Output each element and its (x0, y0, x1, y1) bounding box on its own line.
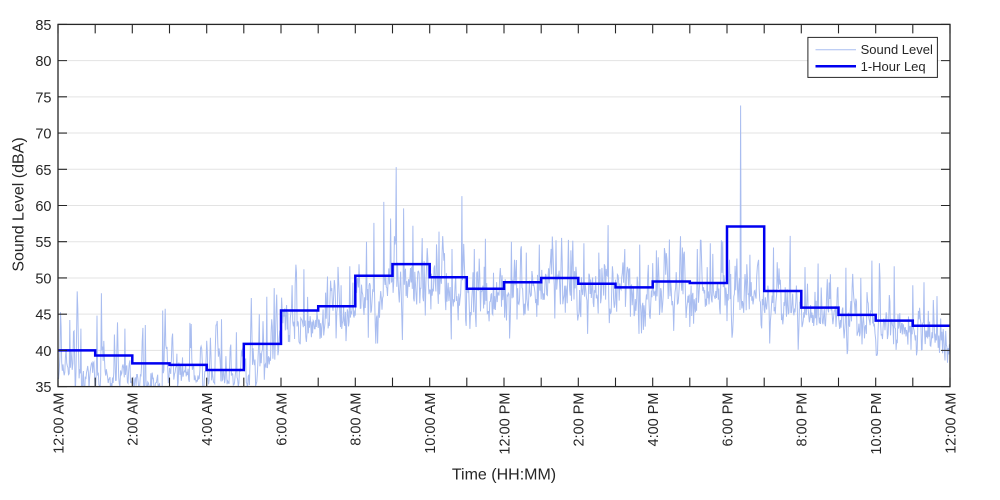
svg-text:10:00 AM: 10:00 AM (423, 393, 439, 454)
svg-text:12:00 PM: 12:00 PM (497, 393, 513, 455)
svg-text:2:00 PM: 2:00 PM (572, 393, 588, 447)
svg-text:4:00 AM: 4:00 AM (200, 393, 216, 446)
svg-text:Sound Level: Sound Level (861, 42, 933, 57)
svg-text:2:00 AM: 2:00 AM (126, 393, 142, 446)
svg-text:35: 35 (35, 380, 51, 396)
svg-text:4:00 PM: 4:00 PM (646, 393, 662, 447)
svg-text:6:00 AM: 6:00 AM (274, 393, 290, 446)
svg-text:Time (HH:MM): Time (HH:MM) (452, 467, 556, 484)
svg-text:12:00 AM: 12:00 AM (943, 393, 959, 454)
svg-text:70: 70 (35, 127, 51, 143)
svg-text:1-Hour Leq: 1-Hour Leq (861, 59, 926, 74)
svg-text:65: 65 (35, 163, 51, 179)
svg-text:40: 40 (35, 344, 51, 360)
svg-text:80: 80 (35, 54, 51, 70)
svg-text:60: 60 (35, 199, 51, 215)
svg-text:8:00 AM: 8:00 AM (349, 393, 365, 446)
svg-text:10:00 PM: 10:00 PM (869, 393, 885, 455)
svg-text:45: 45 (35, 308, 51, 324)
svg-text:50: 50 (35, 271, 51, 287)
svg-text:55: 55 (35, 235, 51, 251)
svg-text:75: 75 (35, 90, 51, 106)
svg-text:12:00 AM: 12:00 AM (51, 393, 67, 454)
svg-text:6:00 PM: 6:00 PM (720, 393, 736, 447)
svg-text:8:00 PM: 8:00 PM (795, 393, 811, 447)
svg-text:Sound Level (dBA): Sound Level (dBA) (11, 137, 28, 271)
svg-text:85: 85 (35, 18, 51, 34)
